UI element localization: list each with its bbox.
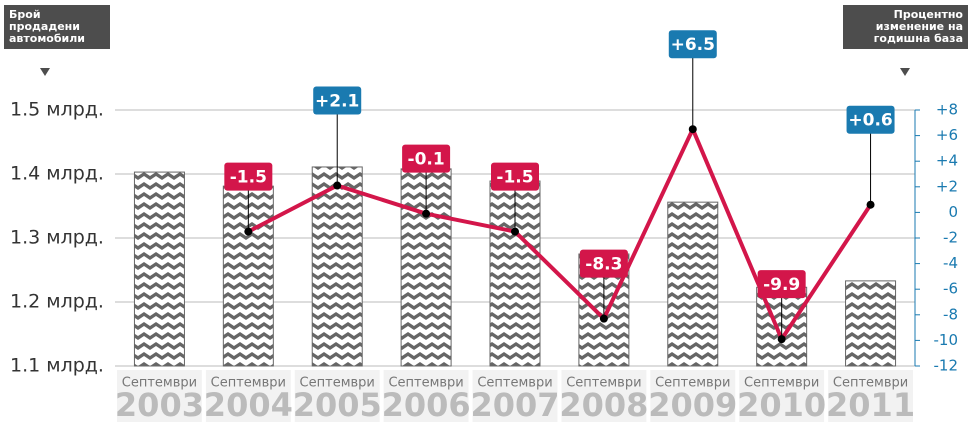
y-tick-label: 1.4 млрд. [10,163,104,185]
point [511,228,519,236]
y2-tick-label: 0 [948,203,958,221]
y2-tick-label: +6 [936,126,958,144]
point [600,315,608,323]
y2-tick-label: -4 [943,254,958,272]
point [689,125,697,133]
y2-tick-label: -10 [934,331,959,349]
pointer [40,68,50,76]
pointer [900,68,910,76]
y2-tick-label: -2 [943,229,958,247]
bar [846,281,896,366]
value-label: +6.5 [671,35,715,55]
y-tick-label: 1.2 млрд. [10,291,104,313]
y-tick-label: 1.1 млрд. [10,355,104,377]
x-tick-label: 2007 [470,386,559,424]
point [867,201,875,209]
bar [668,202,718,366]
y2-tick-label: +8 [936,101,958,119]
y-tick-label: 1.5 млрд. [10,99,104,121]
x-tick-label: 2004 [204,386,293,424]
point [422,210,430,218]
value-label: -1.5 [496,168,533,188]
bar [134,172,184,366]
x-tick-label: 2010 [737,386,826,424]
x-tick-label: 2005 [293,386,382,424]
value-label: -0.1 [408,150,445,170]
x-tick-label: 2009 [648,386,737,424]
y2-tick-label: -12 [934,357,959,375]
y2-tick-label: -8 [943,305,958,323]
y2-axis-title: Процентно изменение на годишна база [843,5,968,49]
x-tick-label: 2003 [115,386,204,424]
x-tick-label: 2011 [826,386,915,424]
y-axis-title: Брой продадени автомобили [4,5,110,49]
y-tick-label: 1.3 млрд. [10,227,104,249]
y2-tick-label: +2 [936,177,958,195]
x-tick-label: 2008 [559,386,648,424]
value-label: +0.6 [848,111,892,131]
page: 1.1 млрд. 1.2 млрд. 1.3 млрд. 1.4 млрд. 1.5 … [0,0,969,424]
point [778,335,786,343]
value-label: +2.1 [315,92,359,112]
x-tick-label: 2006 [382,386,471,424]
value-label: -1.5 [230,168,267,188]
chart: 1.1 млрд. 1.2 млрд. 1.3 млрд. 1.4 млрд. 1.5 … [0,0,969,424]
value-label: -8.3 [585,255,622,275]
y2-tick-label: +4 [936,152,958,170]
point [244,228,252,236]
point [333,182,341,190]
value-label: -9.9 [763,275,800,295]
y2-tick-label: -6 [943,280,958,298]
